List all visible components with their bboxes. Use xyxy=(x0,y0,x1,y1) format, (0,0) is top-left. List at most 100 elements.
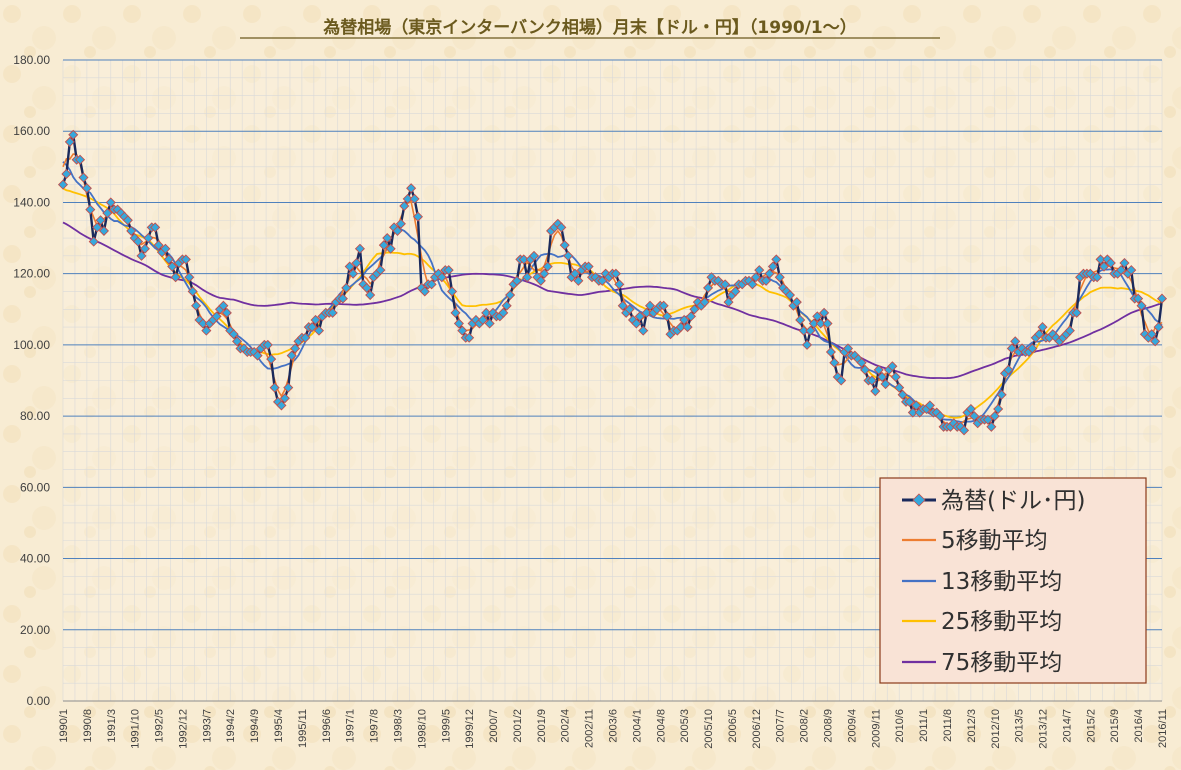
data-point-marker xyxy=(1095,254,1106,265)
data-point-marker xyxy=(232,336,243,347)
data-point-marker xyxy=(1010,336,1021,347)
data-point-marker xyxy=(662,311,673,322)
x-tick-label: 1997/8 xyxy=(369,709,381,743)
data-point-marker xyxy=(610,268,621,279)
x-tick-label: 2000/7 xyxy=(488,709,500,743)
x-tick-label: 2008/9 xyxy=(823,709,835,743)
data-point-marker xyxy=(419,286,430,297)
data-point-marker xyxy=(221,307,232,318)
x-tick-label: 1991/10 xyxy=(130,709,142,749)
data-point-marker xyxy=(81,183,92,194)
data-point-marker xyxy=(351,257,362,269)
data-point-marker xyxy=(959,425,970,436)
data-point-marker xyxy=(685,311,697,322)
data-point-marker xyxy=(573,275,584,286)
data-point-marker xyxy=(61,168,72,179)
data-point-marker xyxy=(624,304,635,315)
data-point-marker xyxy=(617,300,628,311)
x-tick-label: 2016/11 xyxy=(1157,709,1169,748)
data-point-marker xyxy=(699,297,710,308)
data-point-marker xyxy=(426,279,437,290)
data-point-marker xyxy=(518,254,529,265)
data-point-marker xyxy=(535,275,546,286)
data-point-marker xyxy=(829,357,840,368)
y-tick-label: 180.00 xyxy=(13,53,50,67)
data-point-marker xyxy=(170,272,181,283)
x-tick-label: 2015/9 xyxy=(1109,709,1121,743)
data-point-marker xyxy=(761,275,772,286)
x-tick-label: 2011/8 xyxy=(942,709,954,742)
data-point-marker xyxy=(877,371,888,382)
y-tick-label: 20.00 xyxy=(20,623,50,637)
data-point-marker xyxy=(481,307,492,318)
data-point-marker xyxy=(815,318,826,329)
x-tick-label: 1998/3 xyxy=(392,709,404,743)
x-tick-label: 2004/1 xyxy=(631,709,643,743)
data-point-marker xyxy=(679,314,690,325)
data-point-marker xyxy=(897,389,908,400)
data-point-marker xyxy=(392,225,403,236)
data-point-marker xyxy=(791,297,802,308)
data-point-marker xyxy=(447,286,458,297)
data-point-marker xyxy=(1116,265,1127,276)
y-tick-label: 160.00 xyxy=(13,124,50,138)
data-point-marker xyxy=(102,208,113,219)
data-point-marker xyxy=(1156,293,1168,304)
data-point-marker xyxy=(887,361,898,372)
data-point-marker xyxy=(1146,329,1157,340)
x-tick-label: 2002/4 xyxy=(560,709,572,743)
data-point-marker xyxy=(894,382,905,393)
data-point-marker xyxy=(180,254,191,265)
legend-label: 13移動平均 xyxy=(941,569,1062,595)
data-point-marker xyxy=(522,272,533,283)
x-tick-label: 2004/8 xyxy=(655,709,667,743)
x-tick-label: 2007/7 xyxy=(775,709,787,743)
data-point-marker xyxy=(969,411,980,422)
data-point-marker xyxy=(92,222,103,233)
data-point-marker xyxy=(1071,307,1082,318)
data-point-marker xyxy=(924,400,935,411)
data-point-marker xyxy=(907,407,918,418)
data-point-marker xyxy=(1027,343,1038,354)
data-point-marker xyxy=(409,193,420,204)
data-point-marker xyxy=(542,261,553,272)
data-point-marker xyxy=(457,325,468,336)
data-point-marker xyxy=(105,197,116,208)
data-point-marker xyxy=(344,261,355,272)
data-point-marker xyxy=(310,314,321,325)
x-tick-label: 2014/7 xyxy=(1061,709,1073,743)
data-point-marker xyxy=(689,304,700,315)
data-point-marker xyxy=(252,350,263,361)
data-point-marker xyxy=(75,154,86,165)
x-tick-label: 2008/2 xyxy=(799,709,811,743)
data-point-marker xyxy=(211,311,222,322)
data-point-marker xyxy=(95,215,106,226)
data-point-marker xyxy=(1153,322,1164,333)
x-tick-label: 2016/4 xyxy=(1133,709,1145,743)
data-point-marker xyxy=(528,250,540,261)
legend-item: 75移動平均 xyxy=(902,650,1062,676)
data-point-marker xyxy=(658,300,669,311)
data-point-marker xyxy=(795,314,806,325)
data-point-marker xyxy=(539,268,550,279)
x-tick-label: 1994/9 xyxy=(249,709,261,743)
data-point-marker xyxy=(634,311,645,322)
data-point-marker xyxy=(750,272,761,283)
x-tick-label: 2003/6 xyxy=(608,709,620,743)
data-point-marker xyxy=(1133,293,1144,304)
x-tick-label: 1996/6 xyxy=(321,709,333,743)
x-tick-label: 1995/11 xyxy=(297,709,309,748)
data-point-marker xyxy=(784,289,796,301)
legend-marker xyxy=(912,493,926,507)
data-point-marker xyxy=(767,261,778,272)
data-point-marker xyxy=(645,300,656,311)
data-point-marker xyxy=(283,382,294,393)
data-point-marker xyxy=(279,393,290,404)
data-point-marker xyxy=(1150,336,1161,347)
data-point-marker xyxy=(860,364,871,375)
data-point-marker xyxy=(453,318,464,329)
data-point-marker xyxy=(191,300,202,311)
data-point-marker xyxy=(1136,300,1147,311)
data-point-marker xyxy=(450,307,461,318)
data-point-marker xyxy=(160,243,171,254)
